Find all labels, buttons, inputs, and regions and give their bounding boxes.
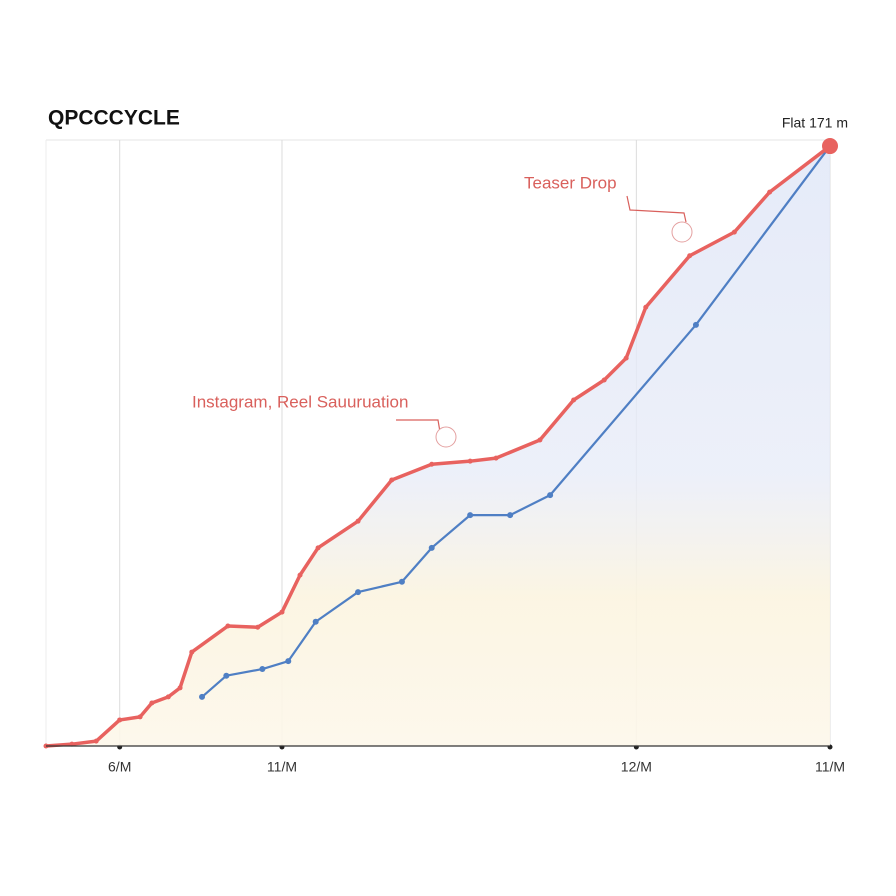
point bbox=[312, 618, 319, 625]
point bbox=[571, 397, 577, 403]
point bbox=[428, 544, 435, 551]
point bbox=[429, 461, 435, 467]
plot: 6/M 11/M 12/M 11/M bbox=[43, 138, 845, 775]
x-tick-label: 6/M bbox=[108, 759, 131, 775]
point bbox=[547, 492, 554, 499]
point bbox=[93, 738, 99, 744]
line bbox=[44, 144, 832, 748]
point bbox=[355, 518, 361, 524]
point bbox=[467, 458, 473, 464]
point bbox=[259, 666, 266, 673]
point bbox=[225, 623, 231, 629]
point bbox=[537, 437, 543, 443]
point bbox=[467, 512, 474, 519]
point bbox=[601, 377, 607, 383]
annotation-connector bbox=[396, 419, 441, 433]
point bbox=[149, 700, 155, 706]
point bbox=[643, 304, 649, 310]
point bbox=[398, 578, 405, 585]
x-tick-label: 11/M bbox=[815, 759, 845, 775]
annotation: Instagram, Reel Sauuruation bbox=[192, 392, 408, 411]
annotation-icon bbox=[671, 221, 693, 243]
point bbox=[389, 477, 395, 483]
point bbox=[355, 589, 362, 596]
point bbox=[279, 609, 285, 615]
x-tick-label: 12/M bbox=[621, 759, 652, 775]
chart-subtitle: Flat 171 m bbox=[782, 115, 848, 131]
annotation-icon bbox=[435, 426, 457, 448]
point bbox=[177, 685, 183, 691]
point bbox=[507, 512, 514, 519]
annotation: Teaser Drop bbox=[524, 173, 617, 192]
point bbox=[117, 717, 123, 723]
chart-title: QPCCCYCLE bbox=[48, 107, 180, 130]
point bbox=[767, 189, 773, 195]
annotation-connector bbox=[626, 195, 687, 223]
point bbox=[223, 672, 230, 679]
point bbox=[165, 694, 171, 700]
point bbox=[199, 693, 206, 700]
x-tick-label: 11/M bbox=[267, 759, 297, 775]
area-fill bbox=[46, 146, 830, 746]
point bbox=[493, 455, 499, 461]
point bbox=[255, 624, 261, 630]
point bbox=[623, 355, 629, 361]
point bbox=[297, 572, 303, 578]
point bbox=[285, 658, 292, 665]
point bbox=[692, 321, 699, 328]
point bbox=[822, 138, 838, 155]
point bbox=[137, 714, 143, 720]
point bbox=[731, 229, 737, 235]
point bbox=[315, 545, 321, 551]
point bbox=[687, 253, 693, 259]
point bbox=[189, 649, 195, 655]
